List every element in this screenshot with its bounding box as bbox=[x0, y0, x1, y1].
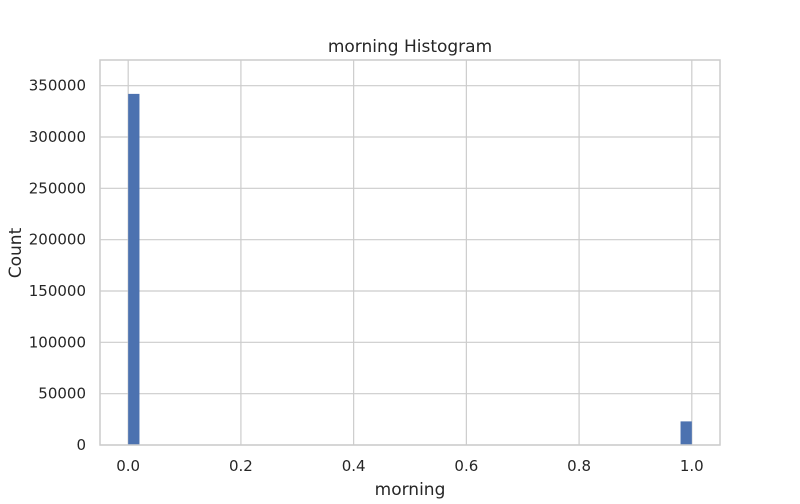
y-tick-label: 350000 bbox=[29, 77, 86, 95]
x-tick-label: 0.0 bbox=[116, 457, 140, 475]
bars bbox=[128, 93, 692, 445]
y-tick-label: 100000 bbox=[29, 333, 86, 351]
x-tick-label: 1.0 bbox=[680, 457, 704, 475]
x-tick-labels: 0.0 0.2 0.4 0.6 0.8 1.0 bbox=[116, 457, 703, 475]
histogram-bar bbox=[680, 421, 692, 445]
histogram-bar bbox=[128, 93, 140, 445]
x-tick-label: 0.6 bbox=[454, 457, 478, 475]
y-tick-label: 50000 bbox=[38, 385, 86, 403]
y-tick-label: 250000 bbox=[29, 179, 86, 197]
x-tick-label: 0.2 bbox=[229, 457, 253, 475]
y-axis-label: Count bbox=[6, 227, 26, 278]
y-tick-labels: 0 50000 100000 150000 200000 250000 300000 3500… bbox=[29, 77, 86, 454]
x-tick-label: 0.8 bbox=[567, 457, 591, 475]
plot-frame bbox=[99, 59, 721, 446]
y-tick-label: 300000 bbox=[29, 128, 86, 146]
chart-title: morning Histogram bbox=[328, 37, 492, 57]
y-tick-label: 200000 bbox=[29, 231, 86, 249]
y-tick-label: 0 bbox=[76, 436, 86, 454]
x-tick-label: 0.4 bbox=[342, 457, 366, 475]
y-tick-label: 150000 bbox=[29, 282, 86, 300]
x-axis-label: morning bbox=[375, 480, 446, 500]
grid-lines bbox=[100, 60, 720, 446]
